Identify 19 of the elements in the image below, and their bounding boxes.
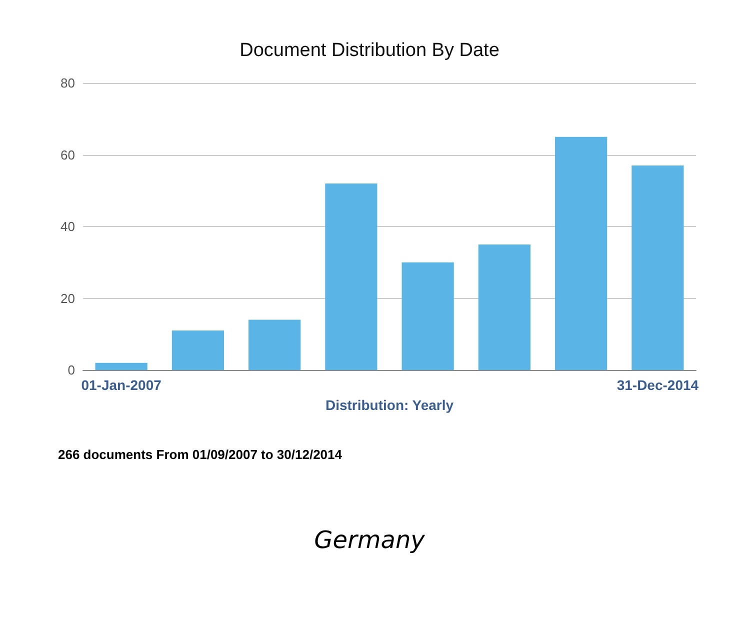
bar <box>478 244 530 370</box>
x-tick-label: 31-Dec-2014 <box>616 377 699 393</box>
bar <box>632 166 684 370</box>
bar <box>248 320 301 370</box>
chart-title: Document Distribution By Date <box>240 40 500 61</box>
y-tick-label: 20 <box>60 290 75 306</box>
y-tick-label: 80 <box>60 76 75 90</box>
x-axis-title: Distribution: Yearly <box>325 397 454 413</box>
text: Germany <box>314 526 426 554</box>
bar <box>402 262 454 370</box>
y-tick-label: 40 <box>60 219 75 234</box>
text: 266 documents From 01/09/2007 to 30/12/2014 <box>58 447 343 462</box>
bar <box>555 136 608 370</box>
y-tick-label: 60 <box>60 147 75 162</box>
bar <box>172 330 224 370</box>
x-tick-label: 01-Jan-2007 <box>81 377 162 393</box>
y-tick-label: 0 <box>68 362 75 378</box>
bar <box>95 362 148 370</box>
bar <box>325 183 378 370</box>
